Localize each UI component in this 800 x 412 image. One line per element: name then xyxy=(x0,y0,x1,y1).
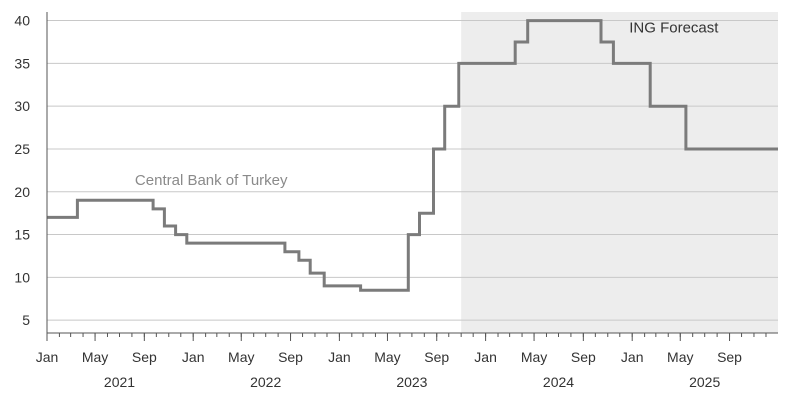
x-tick-label: May xyxy=(374,349,400,365)
x-tick-label: Jan xyxy=(182,349,205,365)
y-tick-label: 15 xyxy=(14,227,30,243)
year-label: 2022 xyxy=(250,374,281,390)
year-label: 2021 xyxy=(104,374,135,390)
x-tick-label: May xyxy=(667,349,693,365)
year-label: 2023 xyxy=(396,374,427,390)
x-tick-label: Jan xyxy=(621,349,644,365)
year-label: 2025 xyxy=(689,374,720,390)
x-tick-label: May xyxy=(228,349,254,365)
forecast-label: ING Forecast xyxy=(629,20,719,37)
x-tick-label: May xyxy=(82,349,108,365)
year-label: 2024 xyxy=(543,374,574,390)
x-tick-label: Jan xyxy=(474,349,497,365)
x-tick-label: Sep xyxy=(571,349,596,365)
series-line xyxy=(47,19,778,292)
central-bank-label: Central Bank of Turkey xyxy=(135,172,288,189)
y-tick-label: 25 xyxy=(14,141,30,157)
y-tick-label: 35 xyxy=(14,55,30,71)
y-tick-label: 5 xyxy=(22,312,30,328)
x-tick-label: Jan xyxy=(36,349,59,365)
y-tick-label: 10 xyxy=(14,269,30,285)
x-tick-label: Jan xyxy=(328,349,351,365)
y-tick-label: 30 xyxy=(14,98,30,114)
x-tick-label: May xyxy=(521,349,547,365)
x-tick-label: Sep xyxy=(278,349,303,365)
x-tick-label: Sep xyxy=(132,349,157,365)
y-tick-label: 20 xyxy=(14,184,30,200)
forecast-region xyxy=(461,12,778,333)
x-tick-label: Sep xyxy=(424,349,449,365)
x-tick-label: Sep xyxy=(717,349,742,365)
y-tick-label: 40 xyxy=(14,13,30,29)
